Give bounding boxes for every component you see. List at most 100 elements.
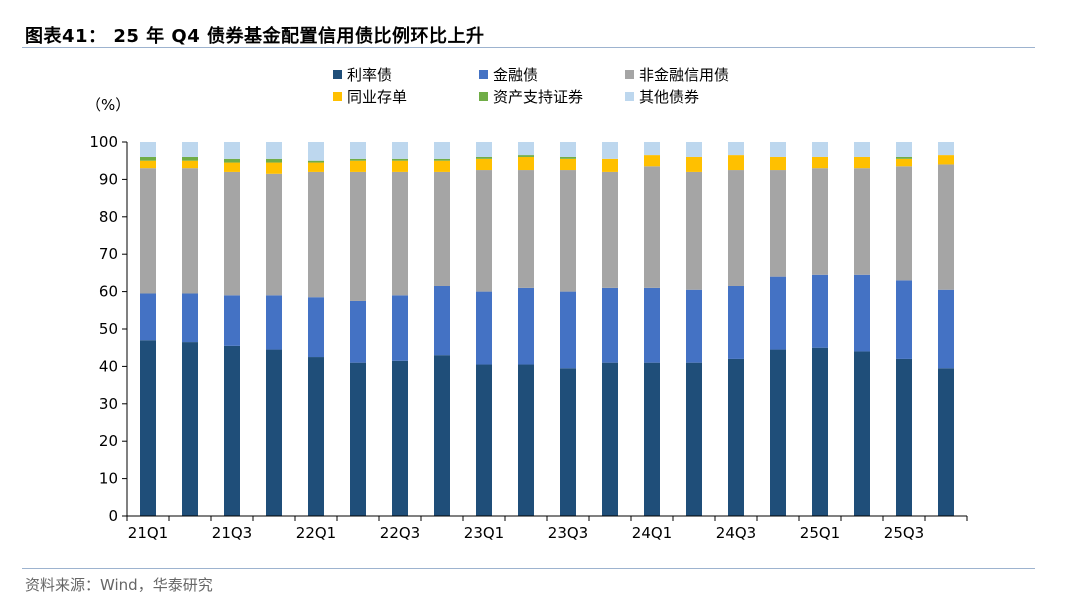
bar-segment: [140, 340, 156, 516]
bar-segment: [476, 291, 492, 365]
bar-segment: [434, 160, 450, 172]
y-tick-label: 50: [99, 320, 118, 338]
bar-segment: [644, 166, 660, 288]
bar-segment: [266, 142, 282, 159]
bar-segment: [392, 158, 408, 161]
bar-segment: [518, 155, 534, 157]
bar-segment: [476, 170, 492, 292]
bar-segment: [476, 158, 492, 171]
bar-segment: [854, 142, 870, 157]
bar-segment: [602, 287, 618, 363]
bar-segment: [644, 142, 660, 156]
y-tick-label: 10: [99, 470, 118, 488]
bar-segment: [686, 171, 702, 290]
bar-segment: [854, 351, 870, 516]
legend-label: 利率债: [347, 66, 392, 84]
legend-label: 同业存单: [347, 88, 407, 106]
bar-segment: [602, 171, 618, 288]
bar-segment: [392, 360, 408, 516]
legend-label: 其他债券: [639, 88, 699, 106]
bar-segment: [224, 171, 240, 296]
bar-segment: [560, 368, 576, 516]
x-tick-label: 21Q1: [128, 524, 168, 542]
bar-segment: [266, 349, 282, 516]
bar-segment: [602, 142, 618, 159]
bar-segment: [770, 156, 786, 171]
y-axis-label: （%）: [86, 96, 130, 114]
source-note: 资料来源：Wind，华泰研究: [25, 576, 213, 594]
bar-segment: [938, 142, 954, 156]
x-tick-label: 23Q1: [464, 524, 504, 542]
bar-segment: [602, 158, 618, 172]
bar-segment: [182, 342, 198, 516]
bar-segment: [140, 156, 156, 161]
legend-swatch: [479, 70, 488, 79]
bar-segment: [770, 276, 786, 350]
x-tick-label: 24Q3: [716, 524, 756, 542]
bar-segment: [140, 168, 156, 294]
bar-segment: [392, 142, 408, 159]
bar-segment: [728, 155, 744, 171]
legend-swatch: [333, 70, 342, 79]
x-tick-label: 22Q1: [296, 524, 336, 542]
bar-segment: [308, 171, 324, 298]
bar-segment: [224, 345, 240, 516]
x-tick-label: 25Q1: [800, 524, 840, 542]
bar-segment: [434, 158, 450, 161]
bar-segment: [266, 158, 282, 163]
bar-segment: [896, 280, 912, 359]
bar-segment: [266, 162, 282, 174]
bar-segment: [686, 156, 702, 172]
x-axis-ticks: 21Q1 21Q3 22Q1 22Q3 23Q1 23Q3 24Q1 24Q3 25Q1 25Q3: [126, 516, 968, 542]
bar-segment: [434, 355, 450, 516]
bar-segment: [812, 156, 828, 169]
bar-segment: [182, 156, 198, 161]
bar-segment: [728, 170, 744, 286]
bar-segment: [560, 156, 576, 159]
bar-segment: [350, 160, 366, 172]
bar-segment: [350, 142, 366, 159]
bar-segment: [686, 289, 702, 363]
bar-segment: [350, 158, 366, 161]
bar-segment: [518, 364, 534, 516]
bar-segment: [182, 142, 198, 157]
bar-segment: [224, 142, 240, 159]
bar-segment: [812, 274, 828, 348]
bar-segment: [896, 142, 912, 157]
page-title: 图表41： 25 年 Q4 债券基金配置信用债比例环比上升: [25, 26, 485, 47]
legend-label: 资产支持证券: [493, 88, 583, 106]
x-tick-label: 21Q3: [212, 524, 252, 542]
axes: [126, 142, 967, 517]
bar-segment: [518, 142, 534, 156]
bar-segment: [140, 142, 156, 157]
bar-segment: [266, 173, 282, 296]
bar-segment: [560, 291, 576, 369]
bar-segment: [140, 293, 156, 341]
bar-segment: [350, 362, 366, 516]
bar-segment: [434, 142, 450, 159]
y-tick-label: 90: [99, 170, 118, 188]
bar-segment: [224, 295, 240, 346]
bar-segment: [644, 362, 660, 516]
bar-segment: [308, 357, 324, 516]
bar-segment: [770, 142, 786, 157]
bar-segment: [938, 164, 954, 290]
bar-segment: [644, 287, 660, 363]
title-divider: [22, 47, 1035, 48]
bar-segment: [938, 155, 954, 165]
bar-segment: [476, 156, 492, 159]
bar-segment: [392, 295, 408, 361]
y-tick-label: 60: [99, 283, 118, 301]
bar-segment: [182, 168, 198, 294]
y-tick-label: 40: [99, 357, 118, 375]
bar-segment: [896, 156, 912, 159]
legend-swatch: [479, 92, 488, 101]
bar-segment: [182, 160, 198, 169]
x-tick-label: 23Q3: [548, 524, 588, 542]
bar-segment: [308, 162, 324, 172]
bar-segment: [728, 358, 744, 516]
bar-segment: [224, 158, 240, 163]
bar-segment: [308, 160, 324, 163]
